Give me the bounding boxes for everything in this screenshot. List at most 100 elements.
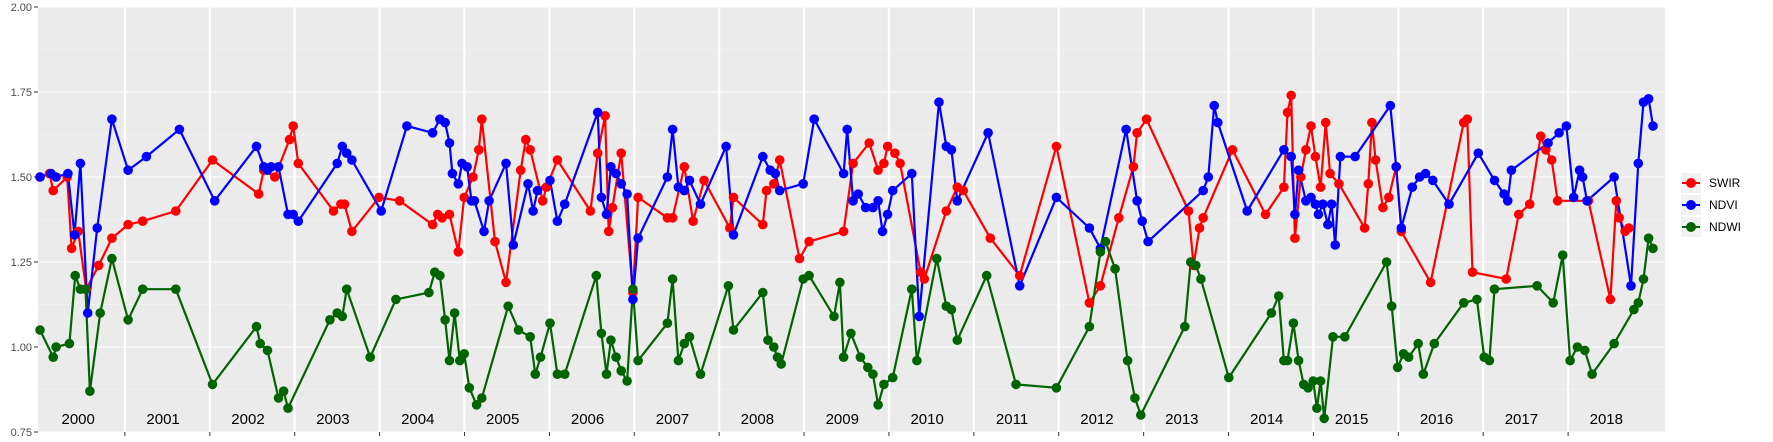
data-point-ndwi: [1565, 355, 1575, 366]
legend: SWIR NDVI NDWI: [1681, 173, 1741, 237]
data-point-ndvi: [1582, 196, 1592, 206]
data-point-ndwi: [337, 311, 348, 322]
data-point-ndvi: [141, 151, 152, 162]
series-points: [35, 90, 1658, 424]
data-point-ndvi: [209, 196, 220, 206]
data-point-swir: [521, 134, 531, 145]
data-point-ndwi: [1319, 413, 1329, 424]
data-point-ndwi: [628, 284, 638, 295]
data-point-ndwi: [440, 315, 450, 325]
data-point-ndwi: [1489, 284, 1500, 295]
data-point-ndvi: [667, 124, 678, 135]
legend-key-point: [1686, 200, 1696, 210]
data-point-ndvi: [1279, 145, 1289, 155]
data-point-ndwi: [80, 284, 91, 295]
data-point-ndwi: [1084, 321, 1095, 332]
data-point-ndwi: [1532, 281, 1542, 291]
year-label: 2006: [571, 411, 604, 428]
data-point-ndwi: [591, 270, 602, 281]
data-point-swir: [477, 114, 487, 124]
data-point-swir: [679, 162, 690, 172]
data-point-swir: [537, 196, 548, 206]
data-point-swir: [688, 216, 698, 226]
data-point-swir: [890, 148, 900, 158]
data-point-ndvi: [92, 223, 102, 233]
data-point-ndwi: [695, 369, 706, 380]
data-point-ndvi: [174, 124, 185, 135]
data-point-ndvi: [1407, 182, 1418, 192]
data-point-ndvi: [523, 179, 533, 189]
data-point-swir: [1359, 223, 1370, 233]
data-point-ndvi: [1330, 240, 1340, 250]
data-point-ndwi: [525, 332, 535, 342]
data-point-swir: [1367, 117, 1377, 128]
year-label: 2018: [1590, 411, 1623, 428]
data-point-ndvi: [774, 185, 785, 196]
data-point-ndwi: [1196, 274, 1206, 284]
data-point-ndvi: [1121, 124, 1131, 135]
data-point-ndvi: [1318, 199, 1328, 209]
data-point-ndwi: [606, 335, 616, 346]
data-point-ndwi: [633, 355, 643, 366]
data-point-ndwi: [611, 352, 621, 363]
data-point-swir: [838, 226, 849, 237]
data-point-swir: [882, 141, 893, 152]
data-point-swir: [1260, 209, 1271, 220]
data-point-swir: [1467, 267, 1478, 278]
data-point-ndvi: [622, 189, 632, 199]
data-point-ndwi: [1643, 233, 1654, 243]
data-point-swir: [1624, 223, 1634, 233]
data-point-swir: [1014, 270, 1025, 281]
data-point-ndwi: [85, 386, 95, 397]
year-label: 2012: [1080, 411, 1113, 428]
data-point-ndvi: [1313, 209, 1324, 220]
year-label: 2002: [231, 411, 264, 428]
data-point-swir: [459, 192, 470, 203]
data-point-ndvi: [462, 162, 472, 172]
data-point-ndwi: [1303, 383, 1313, 393]
data-point-ndvi: [251, 141, 262, 152]
data-point-swir: [1425, 277, 1436, 288]
data-point-ndwi: [207, 379, 218, 390]
data-point-ndvi: [679, 185, 690, 196]
data-point-ndvi: [479, 226, 489, 237]
data-point-swir: [339, 199, 350, 209]
data-point-ndwi: [1458, 298, 1469, 308]
data-point-ndvi: [1396, 223, 1407, 233]
data-point-swir: [515, 165, 526, 175]
data-point-ndvi: [35, 172, 45, 182]
data-point-ndwi: [667, 274, 678, 284]
year-label: 2013: [1165, 411, 1198, 428]
year-label: 2000: [62, 411, 95, 428]
data-point-ndvi: [376, 206, 387, 216]
data-point-ndvi: [606, 162, 616, 172]
y-axis: 0.75 1.00 1.25 1.50 1.75 2.00: [11, 2, 38, 439]
data-point-swir: [48, 185, 58, 196]
data-point-ndwi: [887, 372, 898, 383]
data-point-ndwi: [723, 281, 734, 291]
data-point-ndwi: [662, 318, 673, 329]
data-point-ndwi: [1100, 236, 1111, 247]
data-point-ndwi: [341, 284, 352, 295]
data-point-swir: [1095, 281, 1106, 291]
data-point-swir: [474, 145, 484, 155]
data-point-ndvi: [842, 124, 852, 135]
data-point-swir: [394, 196, 405, 206]
legend-key-point: [1686, 222, 1696, 232]
data-point-ndwi: [255, 338, 265, 349]
data-point-ndvi: [809, 114, 819, 124]
data-point-ndwi: [251, 321, 262, 332]
data-point-swir: [985, 233, 996, 243]
data-point-swir: [1306, 121, 1316, 131]
data-point-ndvi: [1051, 192, 1062, 203]
data-point-swir: [804, 236, 814, 247]
data-point-ndwi: [873, 400, 883, 410]
data-point-ndvi: [1137, 216, 1147, 226]
data-point-swir: [1227, 145, 1238, 155]
data-point-swir: [1282, 107, 1293, 118]
data-point-ndvi: [341, 148, 352, 158]
data-point-ndvi: [528, 206, 538, 216]
data-point-ndwi: [1638, 274, 1649, 284]
data-point-ndvi: [107, 114, 117, 124]
data-point-swir: [207, 155, 218, 165]
